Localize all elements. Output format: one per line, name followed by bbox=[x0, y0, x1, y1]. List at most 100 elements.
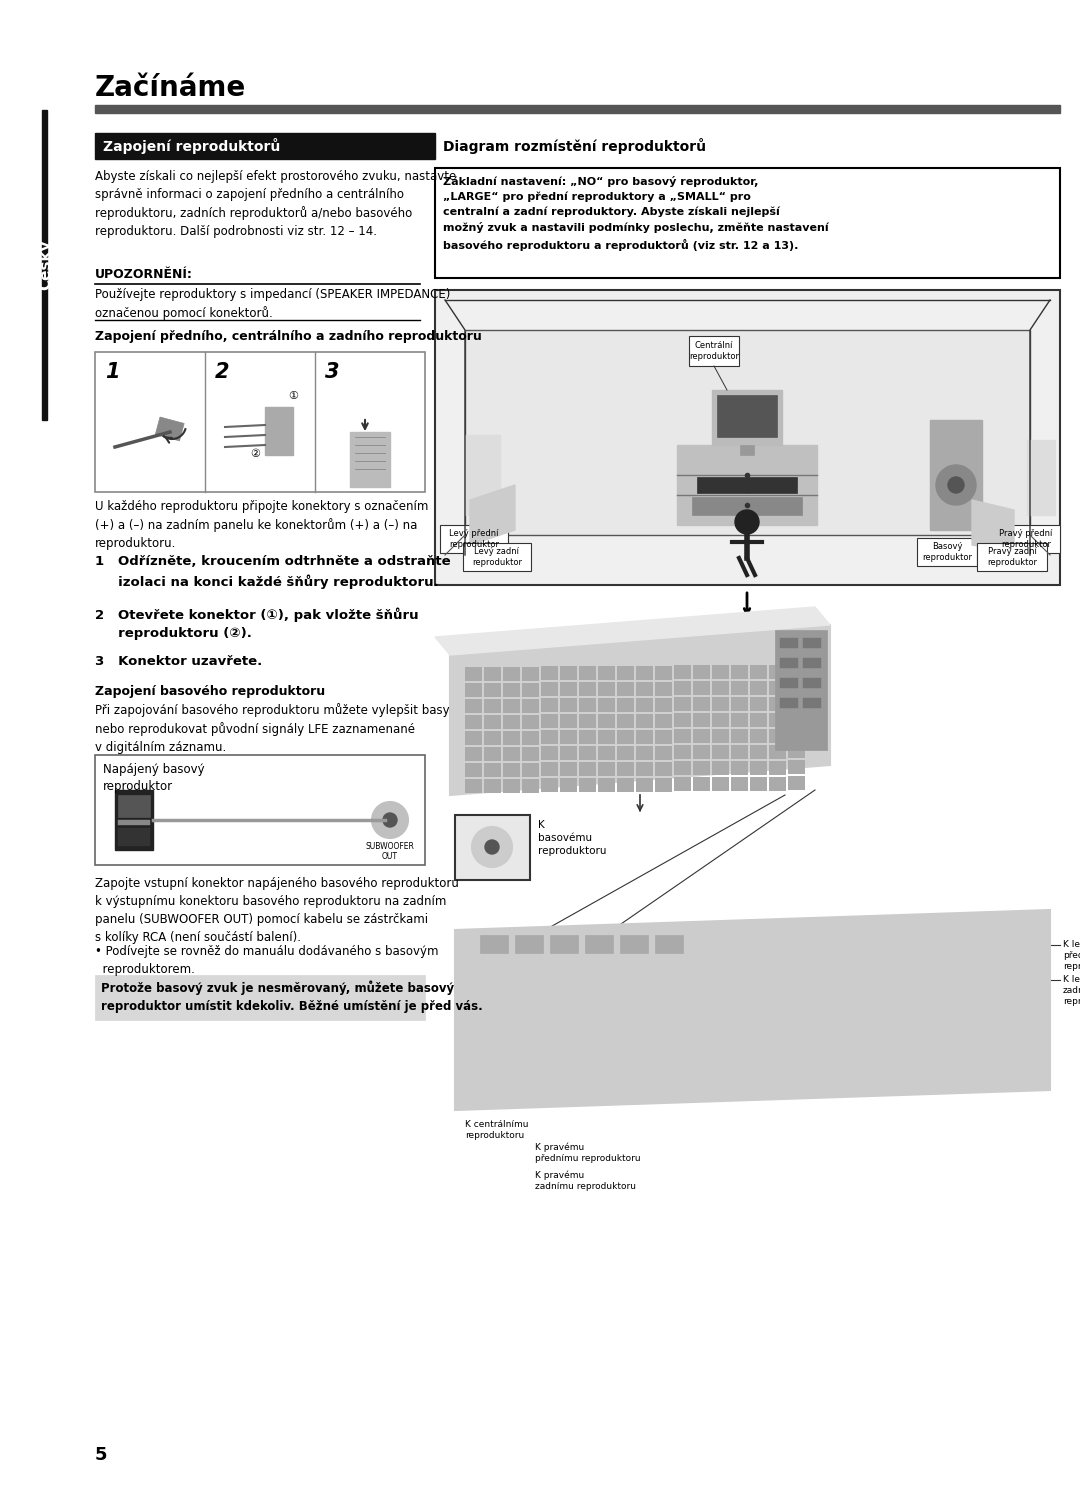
Text: SUBWOOFER
OUT: SUBWOOFER OUT bbox=[365, 842, 415, 861]
Bar bbox=[541, 667, 558, 680]
Bar bbox=[95, 754, 426, 864]
Bar bbox=[522, 698, 539, 713]
Bar bbox=[579, 698, 596, 713]
Bar bbox=[541, 747, 558, 760]
Bar bbox=[95, 105, 1059, 113]
Bar bbox=[561, 778, 577, 793]
Bar bbox=[114, 790, 153, 849]
Bar bbox=[561, 682, 577, 696]
Bar bbox=[731, 777, 748, 792]
Bar bbox=[712, 713, 729, 728]
Bar bbox=[465, 714, 482, 729]
Bar bbox=[484, 714, 501, 729]
Text: ②: ② bbox=[249, 448, 260, 459]
Bar bbox=[617, 762, 634, 775]
Bar bbox=[712, 729, 729, 742]
Bar bbox=[712, 696, 729, 711]
Text: Levý zadní
reproduktor: Levý zadní reproduktor bbox=[472, 546, 522, 567]
Text: Levý přední
reproduktor: Levý přední reproduktor bbox=[449, 529, 499, 549]
Bar bbox=[484, 763, 501, 777]
Bar bbox=[780, 679, 798, 688]
Text: K levému
přednímu
reproduktoru: K levému přednímu reproduktoru bbox=[1063, 940, 1080, 971]
Bar bbox=[265, 407, 293, 454]
Polygon shape bbox=[450, 625, 831, 794]
Bar bbox=[561, 762, 577, 777]
Bar bbox=[674, 729, 691, 744]
Bar bbox=[598, 665, 615, 680]
Text: Abyste získali co nejlepší efekt prostorového zvuku, nastavte
správně informaci : Abyste získali co nejlepší efekt prostor… bbox=[95, 169, 456, 239]
Bar bbox=[541, 683, 558, 696]
Bar bbox=[579, 667, 596, 680]
Text: Používejte reproduktory s impedancí (SPEAKER IMPEDANCE)
označenou pomocí konekto: Používejte reproduktory s impedancí (SPE… bbox=[95, 288, 450, 321]
Text: K pravému
přednímu reproduktoru: K pravému přednímu reproduktoru bbox=[535, 1142, 640, 1163]
Bar bbox=[522, 747, 539, 760]
Circle shape bbox=[383, 812, 397, 827]
Bar bbox=[522, 731, 539, 744]
Bar bbox=[503, 699, 519, 713]
Bar bbox=[693, 713, 710, 728]
Bar bbox=[693, 729, 710, 742]
Bar bbox=[654, 745, 672, 759]
Bar bbox=[598, 778, 615, 792]
Bar bbox=[541, 762, 558, 777]
Bar bbox=[620, 936, 648, 953]
Bar bbox=[731, 665, 748, 679]
Bar bbox=[654, 665, 672, 680]
Bar bbox=[692, 497, 802, 515]
Text: Zapojení reproduktorů: Zapojení reproduktorů bbox=[103, 138, 280, 154]
Circle shape bbox=[735, 509, 759, 535]
Bar bbox=[617, 778, 634, 792]
Bar bbox=[674, 777, 691, 792]
Bar bbox=[977, 544, 1047, 572]
Bar bbox=[750, 665, 767, 679]
Bar bbox=[636, 729, 653, 744]
Bar bbox=[731, 713, 748, 726]
Bar bbox=[712, 391, 782, 446]
Bar bbox=[561, 731, 577, 744]
Text: Protože basový zvuk je nesměrovaný, můžete basový
reproduktor umístit kdekoliv. : Protože basový zvuk je nesměrovaný, může… bbox=[102, 980, 483, 1013]
Bar bbox=[465, 667, 482, 682]
Bar bbox=[617, 745, 634, 760]
Bar bbox=[465, 330, 1030, 535]
Text: Basový
reproduktor: Basový reproduktor bbox=[922, 542, 972, 561]
Bar bbox=[740, 446, 754, 454]
Polygon shape bbox=[435, 607, 831, 655]
Bar bbox=[712, 682, 729, 695]
Bar bbox=[484, 731, 501, 745]
Bar bbox=[731, 682, 748, 695]
Bar bbox=[750, 729, 767, 742]
Bar bbox=[674, 665, 691, 679]
Bar bbox=[712, 745, 729, 759]
Bar bbox=[579, 745, 596, 760]
Bar bbox=[674, 682, 691, 695]
Bar bbox=[561, 747, 577, 760]
Bar bbox=[693, 682, 710, 695]
Text: K
basovému
reproduktoru: K basovému reproduktoru bbox=[538, 820, 607, 857]
Text: Centrální
reproduktor: Centrální reproduktor bbox=[689, 342, 739, 361]
Bar bbox=[697, 477, 797, 493]
Bar bbox=[677, 446, 816, 526]
Bar bbox=[775, 630, 827, 750]
Bar bbox=[522, 667, 539, 680]
Bar bbox=[579, 682, 596, 696]
Bar bbox=[654, 762, 672, 775]
Text: 3   Konektor uzavřete.: 3 Konektor uzavřete. bbox=[95, 655, 262, 668]
Circle shape bbox=[948, 477, 964, 493]
Bar bbox=[674, 713, 691, 728]
Bar bbox=[654, 713, 672, 728]
Bar bbox=[636, 665, 653, 680]
Bar bbox=[750, 696, 767, 711]
Bar bbox=[435, 290, 1059, 585]
Bar bbox=[503, 667, 519, 680]
Bar bbox=[804, 698, 821, 708]
Bar bbox=[503, 778, 519, 793]
Bar bbox=[804, 679, 821, 688]
Bar bbox=[788, 680, 805, 695]
Bar bbox=[579, 731, 596, 744]
Bar bbox=[750, 713, 767, 726]
Bar bbox=[118, 820, 150, 826]
Bar bbox=[788, 777, 805, 790]
Bar bbox=[42, 110, 48, 420]
Text: 1: 1 bbox=[105, 362, 120, 382]
Text: Diagram rozmístění reproduktorů: Diagram rozmístění reproduktorů bbox=[443, 138, 706, 154]
